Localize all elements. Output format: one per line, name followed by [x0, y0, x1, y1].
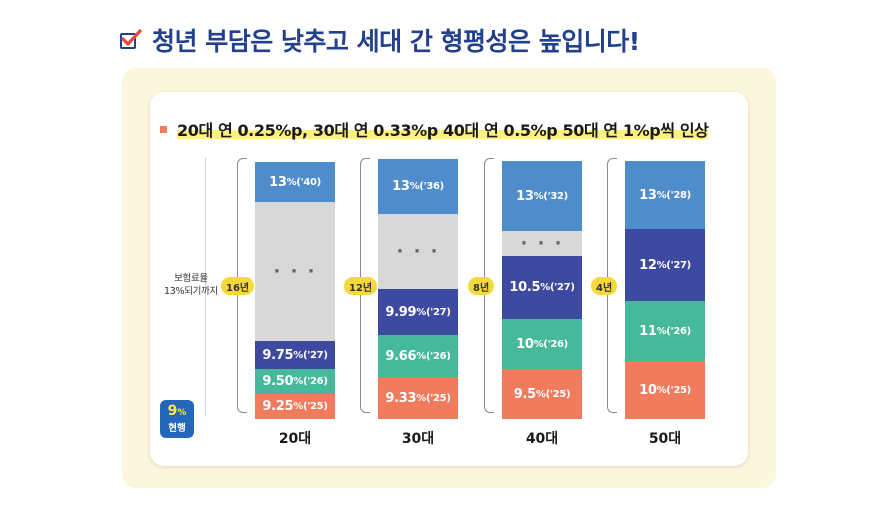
bar-segment-40s-4: 13 %('32) — [502, 161, 582, 231]
category-label-20s: 20대 — [278, 431, 312, 447]
segment-unit-label: %('32) — [533, 190, 569, 202]
years-badge-30s: 12년 — [344, 277, 378, 295]
segment-value-label: 10 — [639, 382, 657, 398]
bar-segment-50s-1: 11 %('26) — [625, 301, 705, 361]
bar-segment-20s-1: 9.50 %('26) — [255, 369, 335, 394]
bar-segment-40s-3: · · · — [502, 231, 582, 256]
subtitle-row: 20대 연 0.25%p, 30대 연 0.33%p 40대 연 0.5%p 5… — [160, 116, 709, 142]
current-rate-unit: % — [177, 408, 187, 418]
segment-unit-label: %('25) — [656, 384, 692, 396]
segment-value-label: 10.5 — [509, 280, 541, 295]
y-axis-label-line1: 보험료율 — [174, 273, 208, 284]
bar-segment-30s-3: · · · — [378, 214, 458, 289]
bar-segment-30s-2: 9.99 %('27) — [378, 289, 458, 335]
segment-value-label: 9.25 — [262, 399, 294, 414]
bar-segment-50s-3: 13 %('28) — [625, 161, 705, 229]
segment-value-label: 10 — [516, 336, 534, 352]
y-axis-label: 보험료율 13%되기까지 — [160, 272, 222, 298]
segment-value-label: 9.5 — [513, 386, 536, 402]
segment-unit-label: %('26) — [533, 338, 569, 350]
current-rate-label: 현행 — [168, 423, 186, 434]
axis-line — [205, 158, 206, 416]
current-rate-badge: 9% 현행 — [160, 400, 194, 438]
segment-unit-label: %('26) — [293, 376, 328, 387]
segment-unit-label: %('40) — [286, 176, 322, 188]
bar-segment-20s-2: 9.75 %('27) — [255, 341, 335, 369]
category-label-50s: 50대 — [648, 431, 682, 447]
years-badge-50s: 4년 — [591, 277, 618, 295]
bar-segment-20s-3: · · · — [255, 202, 335, 341]
segment-value-label: 11 — [639, 323, 657, 339]
ellipsis-label: · · · — [520, 233, 564, 254]
segment-unit-label: %('27) — [416, 306, 451, 318]
segment-value-label: 12 — [639, 257, 657, 273]
current-rate-value: 9 — [167, 403, 178, 419]
bar-segment-30s-4: 13 %('36) — [378, 159, 458, 214]
segment-value-label: 9.33 — [385, 390, 417, 406]
segment-unit-label: %('25) — [535, 388, 571, 400]
segment-unit-label: %('27) — [656, 259, 692, 271]
segment-unit-label: %('28) — [656, 189, 692, 201]
bar-segment-20s-4: 13 %('40) — [255, 162, 335, 202]
ellipsis-label: · · · — [273, 261, 317, 282]
years-badge-40s: 8년 — [468, 277, 495, 295]
segment-value-label: 13 — [516, 188, 534, 204]
segment-unit-label: %('27) — [540, 282, 575, 293]
segment-unit-label: %('36) — [409, 181, 445, 192]
segment-value-label: 13 — [639, 187, 657, 203]
bar-segment-40s-0: 9.5 %('25) — [502, 369, 582, 419]
segment-unit-label: %('26) — [416, 350, 451, 362]
bar-segment-30s-1: 9.66 %('26) — [378, 335, 458, 377]
bar-segment-50s-0: 10 %('25) — [625, 361, 705, 419]
segment-value-label: 13 — [269, 174, 287, 190]
segment-unit-label: %('26) — [656, 325, 692, 337]
chart-subtitle: 20대 연 0.25%p, 30대 연 0.33%p 40대 연 0.5%p 5… — [177, 117, 709, 141]
category-label-40s: 40대 — [525, 431, 559, 447]
segment-value-label: 9.75 — [262, 347, 294, 363]
checkbox-check-icon — [118, 27, 144, 53]
category-label-30s: 30대 — [401, 431, 435, 447]
page-title: 청년 부담은 낮추고 세대 간 형평성은 높입니다! — [152, 27, 640, 56]
segment-value-label: 9.99 — [385, 304, 417, 320]
segment-value-label: 9.66 — [385, 348, 417, 364]
bar-segment-20s-0: 9.25 %('25) — [255, 394, 335, 419]
bar-segment-40s-1: 10 %('26) — [502, 319, 582, 369]
y-axis-label-line2: 13%되기까지 — [164, 286, 218, 297]
bullet-icon — [160, 125, 167, 133]
segment-value-label: 13 — [392, 179, 410, 194]
years-badge-20s: 16년 — [221, 277, 255, 295]
bar-segment-40s-2: 10.5 %('27) — [502, 256, 582, 319]
bar-segment-30s-0: 9.33 %('25) — [378, 377, 458, 419]
title-row: 청년 부담은 낮추고 세대 간 형평성은 높입니다! — [118, 18, 640, 62]
ellipsis-label: · · · — [396, 241, 440, 262]
segment-unit-label: %('27) — [293, 349, 328, 361]
segment-unit-label: %('25) — [293, 401, 328, 412]
segment-unit-label: %('25) — [416, 392, 451, 404]
bar-segment-50s-2: 12 %('27) — [625, 229, 705, 301]
segment-value-label: 9.50 — [262, 374, 294, 389]
